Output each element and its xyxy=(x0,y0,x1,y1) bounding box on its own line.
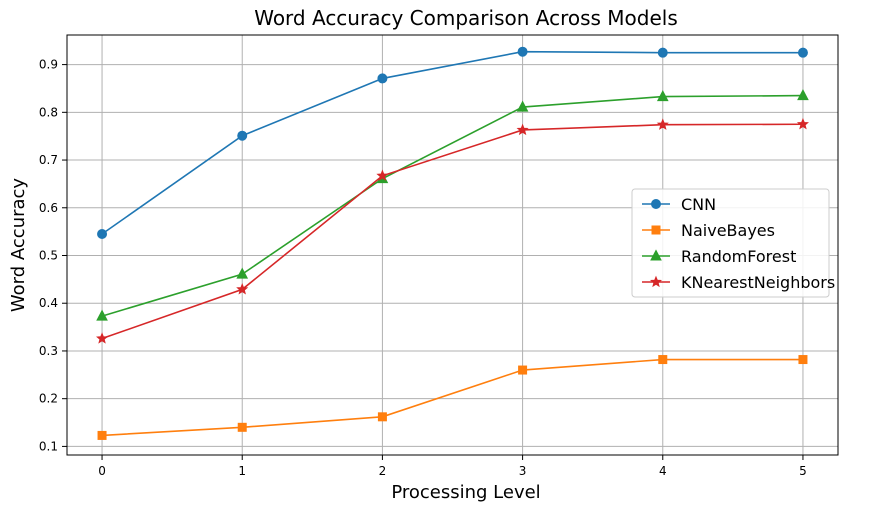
legend: CNN NaiveBayes RandomForest KNearestNeighbo… xyxy=(631,188,835,298)
y-tick-label: 0.9 xyxy=(39,58,58,72)
series-line-randomforest xyxy=(101,94,803,317)
y-axis-label: Word Accuracy xyxy=(8,178,29,313)
data-point-knearestneighbors xyxy=(796,117,809,130)
data-point-naivebayes xyxy=(658,355,668,365)
y-tick-label: 0.2 xyxy=(39,392,58,406)
x-tick-label: 1 xyxy=(238,464,246,478)
legend-label-naivebayes: NaiveBayes xyxy=(681,221,775,240)
data-point-naivebayes xyxy=(377,412,387,422)
data-point-knearestneighbors xyxy=(516,123,529,136)
series-randomforest xyxy=(96,89,809,321)
x-tick-label: 0 xyxy=(98,464,106,478)
x-tick-label: 2 xyxy=(379,464,387,478)
data-point-randomforest xyxy=(516,100,529,112)
series-cnn xyxy=(97,46,808,240)
data-point-randomforest xyxy=(797,89,809,101)
x-tick-label: 5 xyxy=(799,464,807,478)
data-point-knearestneighbors xyxy=(376,169,389,181)
data-point-cnn xyxy=(517,46,528,57)
y-tick-label: 0.5 xyxy=(39,249,58,263)
y-tick-label: 0.3 xyxy=(39,344,58,358)
series-line-naivebayes xyxy=(102,358,803,437)
series-line-cnn xyxy=(101,50,803,235)
data-point-naivebayes xyxy=(237,422,247,432)
data-point-naivebayes xyxy=(97,430,107,440)
y-tick-label: 0.1 xyxy=(39,439,58,453)
data-point-knearestneighbors xyxy=(96,332,109,344)
data-point-randomforest xyxy=(96,309,108,321)
data-point-cnn xyxy=(377,73,388,84)
legend-label-cnn: CNN xyxy=(681,195,716,214)
legend-label-randomforest: RandomForest xyxy=(681,247,796,266)
data-point-cnn xyxy=(237,130,248,141)
x-axis-label: Processing Level xyxy=(391,482,540,503)
y-tick-label: 0.4 xyxy=(39,296,58,310)
legend-marker-knearestneighbors xyxy=(649,275,663,288)
legend-box xyxy=(631,188,830,298)
series-knearestneighbors xyxy=(96,117,809,344)
legend-marker-cnn xyxy=(651,199,661,209)
y-tick-label: 0.8 xyxy=(39,105,58,119)
data-point-randomforest xyxy=(656,89,669,102)
series-line-knearestneighbors xyxy=(101,123,803,340)
data-point-cnn xyxy=(797,47,808,58)
legend-label-knearestneighbors: KNearestNeighbors xyxy=(681,273,835,292)
plot-frame xyxy=(66,34,839,456)
legend-marker-naivebayes xyxy=(651,225,661,235)
data-point-cnn xyxy=(97,229,108,240)
y-tick-label: 0.6 xyxy=(39,201,58,215)
data-point-knearestneighbors xyxy=(236,283,249,295)
axis-ticks: 0 1 2 3 4 5 0.1 0.2 0.3 0.4 0.5 0.6 0.7 0.8 0.9 xyxy=(39,58,807,478)
data-point-randomforest xyxy=(236,267,249,279)
x-tick-label: 3 xyxy=(519,464,527,478)
data-point-cnn xyxy=(657,47,668,58)
y-tick-label: 0.7 xyxy=(39,153,58,167)
chart-title: Word Accuracy Comparison Across Models xyxy=(254,6,678,30)
data-point-naivebayes xyxy=(518,365,528,375)
legend-marker-randomforest xyxy=(650,249,662,261)
series-naivebayes xyxy=(97,355,808,440)
data-point-naivebayes xyxy=(798,355,808,365)
data-point-knearestneighbors xyxy=(656,118,669,130)
x-tick-label: 4 xyxy=(659,464,667,478)
series-lines xyxy=(96,46,809,440)
